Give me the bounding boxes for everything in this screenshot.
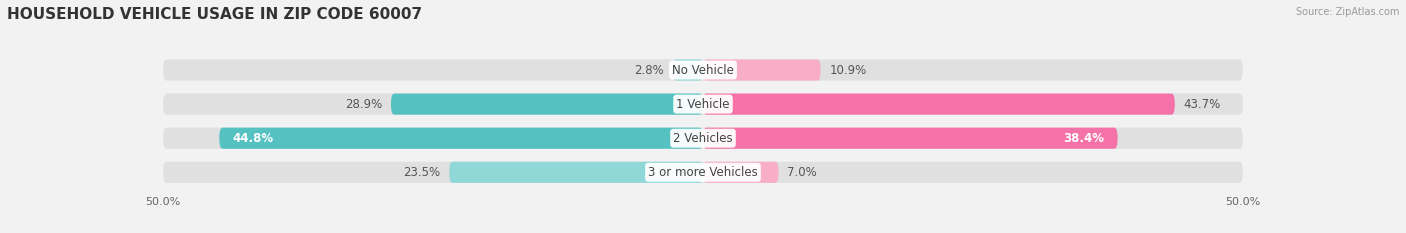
FancyBboxPatch shape xyxy=(672,59,703,81)
Text: 7.0%: 7.0% xyxy=(787,166,817,179)
FancyBboxPatch shape xyxy=(703,128,1118,149)
Text: 44.8%: 44.8% xyxy=(232,132,273,145)
Text: 1 Vehicle: 1 Vehicle xyxy=(676,98,730,111)
FancyBboxPatch shape xyxy=(219,128,703,149)
FancyBboxPatch shape xyxy=(703,59,821,81)
Text: 2.8%: 2.8% xyxy=(634,64,664,76)
Text: 23.5%: 23.5% xyxy=(404,166,440,179)
Text: 38.4%: 38.4% xyxy=(1063,132,1105,145)
Text: 43.7%: 43.7% xyxy=(1184,98,1220,111)
FancyBboxPatch shape xyxy=(163,128,1243,149)
Text: HOUSEHOLD VEHICLE USAGE IN ZIP CODE 60007: HOUSEHOLD VEHICLE USAGE IN ZIP CODE 6000… xyxy=(7,7,422,22)
FancyBboxPatch shape xyxy=(703,93,1175,115)
Text: 28.9%: 28.9% xyxy=(344,98,382,111)
FancyBboxPatch shape xyxy=(391,93,703,115)
Text: 2 Vehicles: 2 Vehicles xyxy=(673,132,733,145)
Text: Source: ZipAtlas.com: Source: ZipAtlas.com xyxy=(1295,7,1399,17)
Text: 3 or more Vehicles: 3 or more Vehicles xyxy=(648,166,758,179)
FancyBboxPatch shape xyxy=(163,162,1243,183)
Text: No Vehicle: No Vehicle xyxy=(672,64,734,76)
FancyBboxPatch shape xyxy=(703,162,779,183)
FancyBboxPatch shape xyxy=(450,162,703,183)
FancyBboxPatch shape xyxy=(163,93,1243,115)
FancyBboxPatch shape xyxy=(163,59,1243,81)
Text: 10.9%: 10.9% xyxy=(830,64,866,76)
